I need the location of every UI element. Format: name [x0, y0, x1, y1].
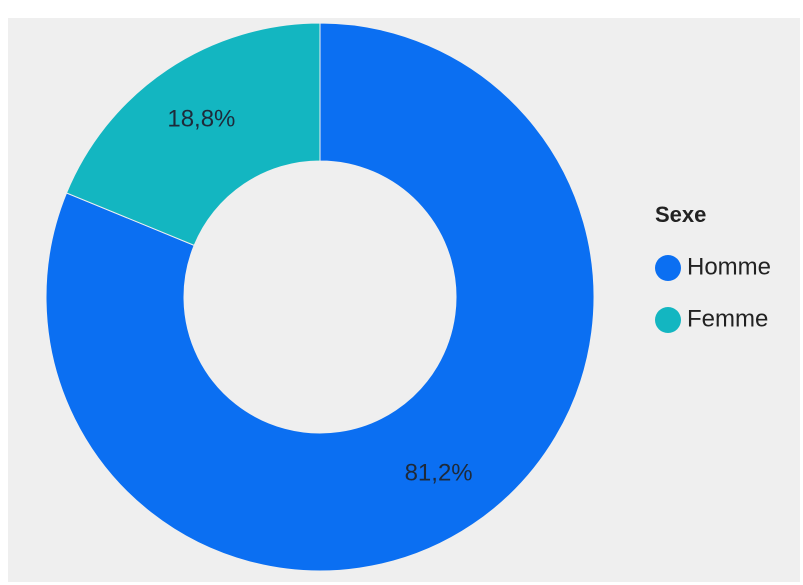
legend-title: Sexe: [655, 202, 706, 227]
legend-marker: [655, 307, 681, 333]
donut-slice: [65, 22, 321, 247]
legend-label: Femme: [687, 305, 768, 332]
legend-label: Homme: [687, 253, 771, 280]
data-label: 18,8%: [167, 105, 235, 132]
donut-slice: [45, 22, 595, 572]
data-label: 81,2%: [405, 459, 473, 486]
legend-marker: [655, 255, 681, 281]
